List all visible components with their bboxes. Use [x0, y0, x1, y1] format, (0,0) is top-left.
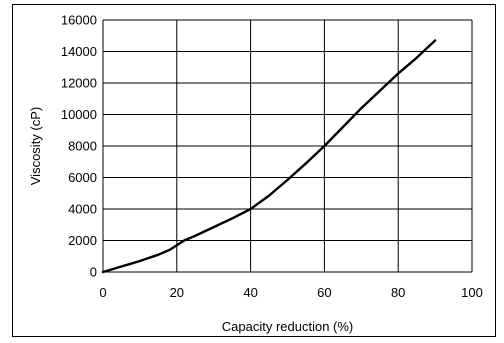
series [101, 39, 437, 274]
x-tick-label: 0 [99, 285, 106, 300]
y-axis-title: Viscosity (cP) [28, 107, 43, 186]
y-tick-label: 14000 [61, 44, 97, 59]
x-tick-label: 80 [391, 285, 405, 300]
y-tick-label: 16000 [61, 13, 97, 28]
y-tick-label: 12000 [61, 76, 97, 91]
y-tick-label: 8000 [68, 139, 97, 154]
grid [102, 19, 473, 273]
y-tick-labels: 0 2000 4000 6000 8000 10000 12000 14000 16000 [61, 13, 97, 280]
x-tick-label: 40 [243, 285, 257, 300]
y-tick-label: 6000 [68, 170, 97, 185]
x-tick-labels: 0 20 40 60 80 100 [99, 285, 482, 300]
y-tick-label: 10000 [61, 107, 97, 122]
y-tick-label: 2000 [68, 233, 97, 248]
y-tick-label: 0 [90, 265, 97, 280]
x-tick-label: 100 [461, 285, 483, 300]
x-axis-title: Capacity reduction (%) [222, 319, 354, 334]
x-tick-label: 60 [317, 285, 331, 300]
x-tick-label: 20 [170, 285, 184, 300]
y-tick-label: 4000 [68, 202, 97, 217]
series-line [101, 39, 437, 274]
